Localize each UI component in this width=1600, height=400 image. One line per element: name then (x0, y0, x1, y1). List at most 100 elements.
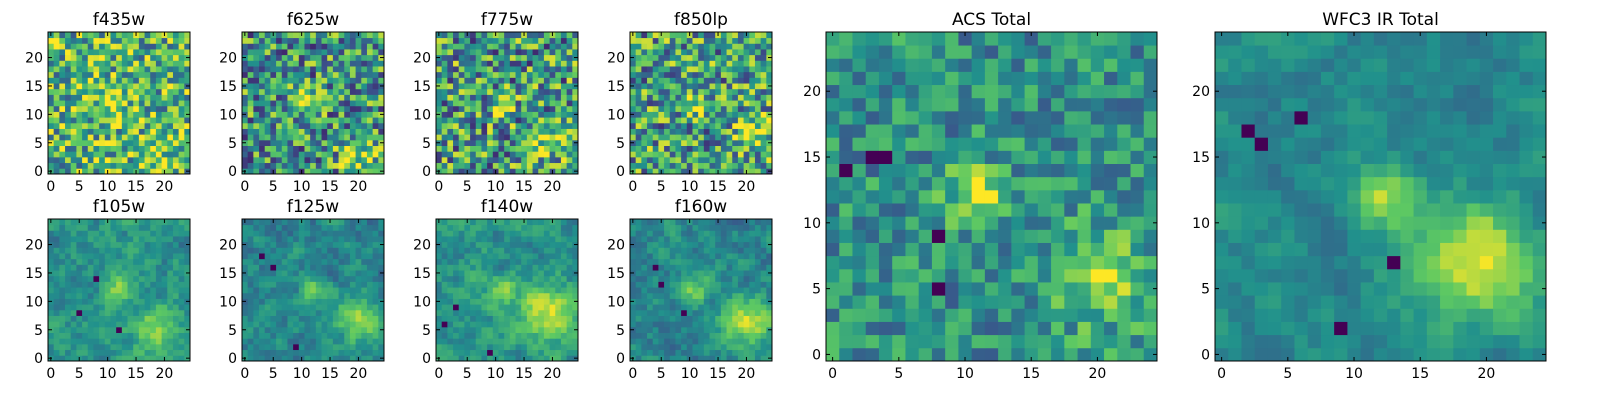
heatmap-cell (543, 117, 550, 124)
heatmap-cell (698, 134, 705, 141)
heatmap-cell (464, 43, 471, 50)
heatmap-cell (720, 105, 727, 112)
heatmap-cell (116, 60, 123, 67)
heatmap-cell (538, 66, 545, 73)
heatmap-cell (475, 236, 482, 243)
heatmap-cell (441, 355, 448, 362)
heatmap-cell (172, 105, 180, 112)
heatmap-cell (53, 281, 60, 288)
heatmap-cell (641, 304, 648, 311)
heatmap-cell (532, 236, 539, 243)
heatmap-cell (104, 105, 111, 112)
heatmap-cell (138, 94, 145, 101)
x-tick-label: 15 (709, 179, 727, 195)
heatmap-cell (53, 162, 60, 169)
heatmap-cell (492, 224, 499, 231)
heatmap-cell (566, 111, 573, 118)
heatmap-cell (560, 122, 568, 129)
heatmap-cell (372, 258, 379, 265)
heatmap-cell (315, 258, 322, 265)
heatmap-cell (635, 117, 642, 124)
heatmap-cell (247, 83, 254, 90)
heatmap-cell (361, 54, 368, 61)
heatmap-cell (378, 128, 385, 135)
heatmap-cell (59, 219, 66, 226)
heatmap-cell (332, 111, 339, 118)
heatmap-cell (664, 54, 671, 61)
heatmap-cell (116, 54, 123, 61)
y-tick-label: 15 (219, 266, 237, 282)
heatmap-cell (155, 77, 162, 84)
heatmap-cell (161, 122, 168, 129)
heatmap-cell (538, 241, 545, 248)
heatmap-cell (127, 332, 134, 339)
heatmap-cell (549, 258, 556, 265)
heatmap-cell (560, 49, 568, 56)
heatmap-cell (127, 71, 134, 78)
heatmap-cell (76, 264, 83, 271)
heatmap-cell (155, 338, 162, 345)
heatmap-cell (133, 83, 140, 90)
heatmap-cell (184, 94, 191, 101)
heatmap-cell (276, 100, 283, 107)
heatmap-cell (287, 54, 294, 61)
heatmap-cell (242, 77, 249, 84)
heatmap-cell (121, 168, 128, 175)
heatmap-cell (121, 71, 128, 78)
heatmap-cell (647, 32, 654, 39)
heatmap-cell (349, 145, 356, 152)
heatmap-cell (167, 100, 174, 107)
heatmap-cell (270, 66, 277, 73)
heatmap-cell (754, 100, 762, 107)
heatmap-cell (470, 111, 477, 118)
heatmap-cell (321, 54, 328, 61)
heatmap-cell (264, 54, 271, 61)
heatmap-cell (121, 264, 128, 271)
heatmap-cell (247, 60, 254, 67)
heatmap-cell (344, 219, 351, 226)
heatmap-cell (344, 315, 351, 322)
heatmap-cell (732, 54, 739, 61)
x-tick-label: 20 (156, 179, 174, 195)
heatmap-cell (155, 151, 162, 158)
heatmap-cell (766, 71, 773, 78)
heatmap-cell (509, 315, 516, 322)
heatmap-cell (110, 304, 117, 311)
heatmap-cell (566, 287, 573, 294)
heatmap-cell (521, 315, 528, 322)
heatmap-cell (264, 264, 271, 271)
heatmap-cell (150, 162, 157, 169)
heatmap-cell (720, 43, 727, 50)
heatmap-cell (538, 258, 545, 265)
heatmap-cell (475, 224, 482, 231)
heatmap-cell (59, 281, 66, 288)
heatmap-cell (167, 66, 174, 73)
heatmap-cell (155, 224, 162, 231)
heatmap-cell (715, 71, 722, 78)
heatmap-cell (749, 122, 756, 129)
heatmap-cell (441, 43, 448, 50)
heatmap-cell (155, 258, 162, 265)
x-tick-label: 5 (75, 366, 84, 382)
heatmap-cell (138, 287, 145, 294)
heatmap-cell (652, 338, 659, 345)
heatmap-cell (509, 134, 516, 141)
heatmap-cell (492, 281, 499, 288)
heatmap-cell (760, 355, 767, 362)
heatmap-cell (172, 321, 180, 328)
heatmap-cell (458, 349, 465, 356)
heatmap-cell (549, 292, 556, 299)
heatmap-cell (161, 139, 168, 146)
heatmap-cell (560, 224, 568, 231)
heatmap-cell (178, 117, 185, 124)
heatmap-cell (315, 332, 322, 339)
heatmap-cell (144, 117, 151, 124)
heatmap-cell (321, 77, 328, 84)
heatmap-cell (298, 111, 305, 118)
heatmap-cell (133, 281, 140, 288)
heatmap-cell (327, 139, 334, 146)
heatmap-cell (669, 156, 676, 164)
heatmap-cell (133, 134, 140, 141)
heatmap-cell (167, 83, 174, 90)
heatmap-cell (635, 332, 642, 339)
